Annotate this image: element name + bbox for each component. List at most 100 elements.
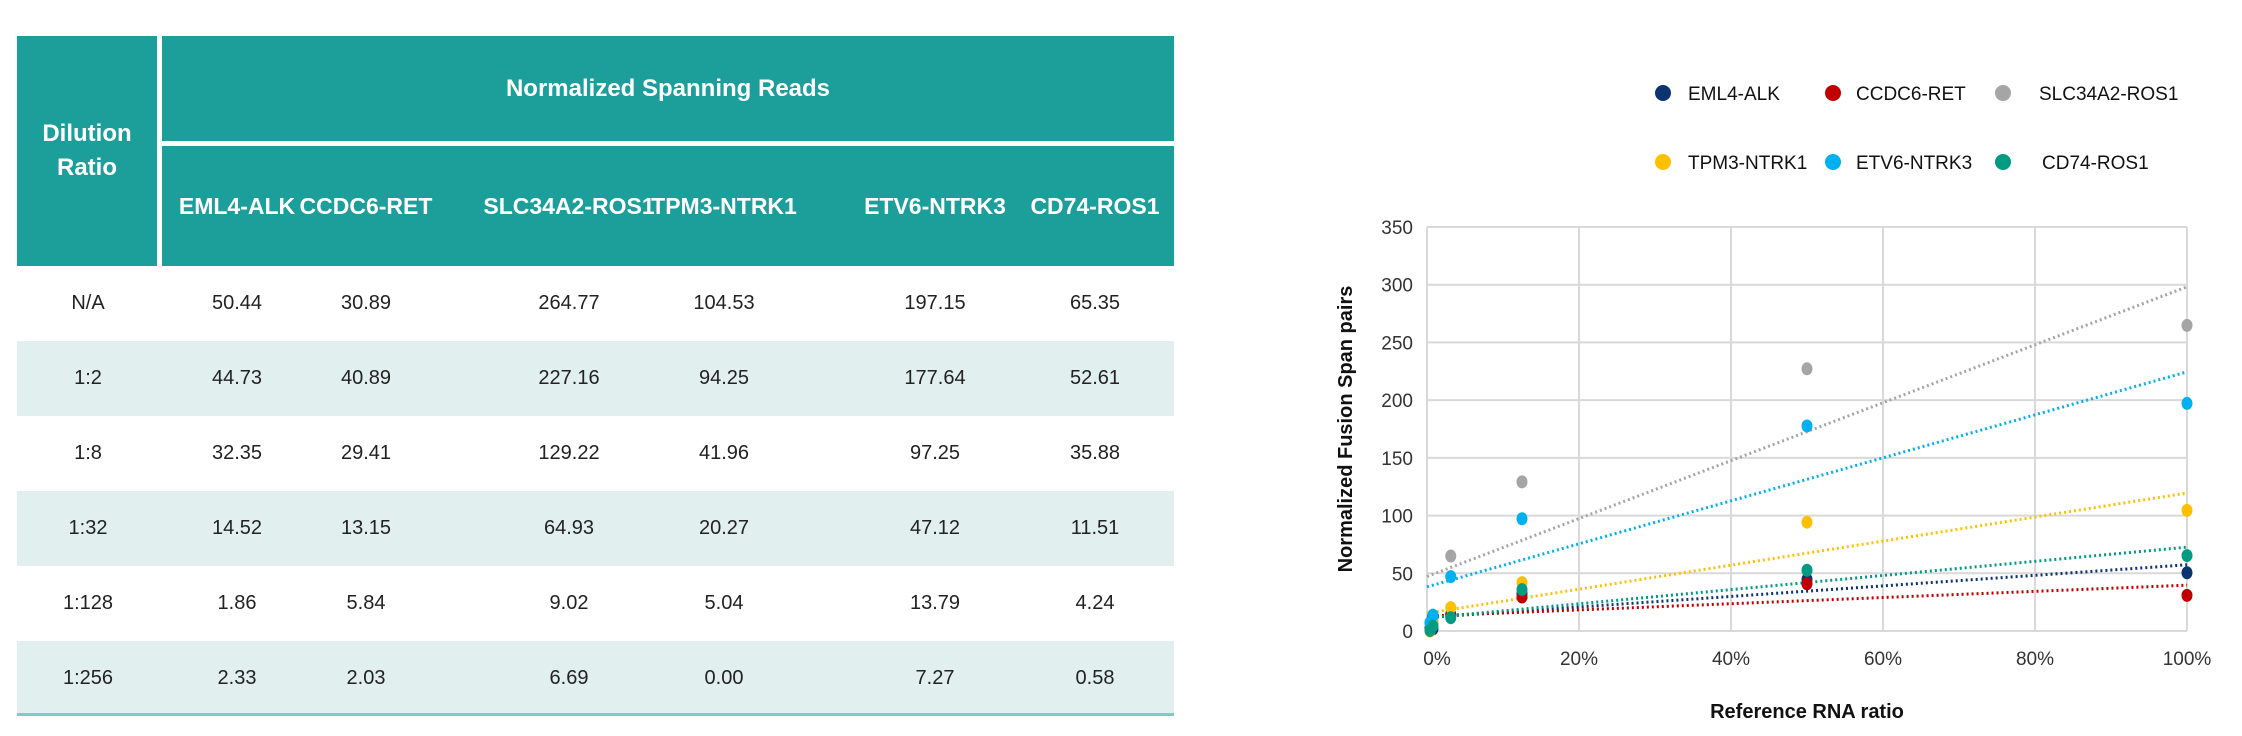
data-point-slc34a2-ros1 <box>2181 318 2193 332</box>
dilution-cell: 1:128 <box>62 592 114 614</box>
value-cell: 30.89 <box>340 292 392 314</box>
value-cell: 197.15 <box>904 292 966 314</box>
trendline-slc34a2-ros1 <box>1426 285 2188 578</box>
value-cell: 97.25 <box>909 442 961 464</box>
data-point-ccdc6-ret <box>1801 577 1813 591</box>
column-header: CCDC6-RET <box>299 192 433 219</box>
data-point-eml4-alk <box>1427 622 1439 636</box>
value-cell: 4.24 <box>1075 592 1115 614</box>
data-point-tpm3-ntrk1 <box>1424 624 1436 638</box>
x-tick-label: 80% <box>2016 649 2054 670</box>
x-tick-label: 0% <box>1423 649 1451 670</box>
y-tick-label: 50 <box>1392 564 1413 585</box>
data-point-ccdc6-ret <box>1427 617 1439 631</box>
value-cell: 264.77 <box>538 292 600 314</box>
legend-marker <box>1825 154 1841 170</box>
value-cell: 13.15 <box>340 517 392 539</box>
dilution-ratio-header: Dilution Ratio <box>17 36 157 266</box>
data-point-ccdc6-ret <box>1516 590 1528 604</box>
data-point-etv6-ntrk3 <box>1801 419 1813 433</box>
legend-label: CCDC6-RET <box>1856 84 1966 105</box>
table-row: N/A 50.44 30.89 264.77 104.53 197.15 65.35 <box>17 266 1174 341</box>
table-row: 1:2 44.73 40.89 227.16 94.25 177.64 52.61 <box>17 341 1174 416</box>
y-tick-label: 350 <box>1381 218 1413 239</box>
data-point-slc34a2-ros1 <box>1516 475 1528 489</box>
x-tick-label: 40% <box>1712 649 1750 670</box>
column-header: EML4-ALK <box>178 192 296 219</box>
value-cell: 40.89 <box>340 367 392 389</box>
column-header: SLC34A2-ROS1 <box>483 192 655 219</box>
dilution-cell: N/A <box>71 292 105 314</box>
trendline-cd74-ros1 <box>1426 545 2188 620</box>
dilution-cell: 1:2 <box>74 367 102 389</box>
data-point-etv6-ntrk3 <box>1445 570 1457 584</box>
y-tick-label: 150 <box>1381 449 1413 470</box>
data-point-eml4-alk <box>1801 572 1813 586</box>
data-point-tpm3-ntrk1 <box>1427 618 1439 632</box>
value-cell: 41.96 <box>698 442 750 464</box>
value-cell: 13.79 <box>909 592 961 614</box>
legend-label: SLC34A2-ROS1 <box>2039 84 2178 105</box>
column-header: TPM3-NTRK1 <box>651 192 797 219</box>
column-header: CD74-ROS1 <box>1030 192 1160 219</box>
value-cell: 94.25 <box>698 367 750 389</box>
data-point-ccdc6-ret <box>1445 609 1457 623</box>
trendline-ccdc6-ret <box>1426 583 2188 618</box>
trendline-eml4-alk <box>1426 563 2188 620</box>
data-point-ccdc6-ret <box>1424 622 1436 636</box>
legend-marker <box>1655 85 1671 101</box>
value-cell: 0.58 <box>1075 667 1115 689</box>
data-point-eml4-alk <box>1424 621 1436 635</box>
table-row: 1:256 2.33 2.03 6.69 0.00 7.27 0.58 <box>17 641 1174 716</box>
legend-label: TPM3-NTRK1 <box>1688 153 1807 174</box>
data-point-tpm3-ntrk1 <box>1516 576 1528 590</box>
group-header: Normalized Spanning Reads <box>162 36 1174 141</box>
dilution-cell: 1:32 <box>68 517 108 539</box>
data-point-cd74-ros1 <box>2181 549 2193 563</box>
y-tick-label: 300 <box>1381 276 1413 297</box>
trendline-etv6-ntrk3 <box>1426 370 2188 589</box>
value-cell: 52.61 <box>1069 367 1121 389</box>
column-header-bar <box>162 146 1174 266</box>
table-bottom-border <box>17 713 1174 716</box>
value-cell: 29.41 <box>340 442 392 464</box>
x-tick-label: 100% <box>2163 649 2212 670</box>
value-cell: 44.73 <box>211 367 263 389</box>
data-point-slc34a2-ros1 <box>1424 616 1436 630</box>
legend-marker <box>1995 154 2011 170</box>
x-tick-label: 20% <box>1560 649 1598 670</box>
data-point-cd74-ros1 <box>1445 611 1457 625</box>
value-cell: 47.12 <box>909 517 961 539</box>
legend-marker <box>1995 85 2011 101</box>
value-cell: 177.64 <box>904 367 966 389</box>
value-cell: 50.44 <box>211 292 263 314</box>
value-cell: 7.27 <box>915 667 955 689</box>
data-point-tpm3-ntrk1 <box>1801 515 1813 529</box>
legend-marker <box>1655 154 1671 170</box>
data-point-tpm3-ntrk1 <box>1445 601 1457 615</box>
data-point-etv6-ntrk3 <box>2181 396 2193 410</box>
value-cell: 0.00 <box>704 667 744 689</box>
value-cell: 2.33 <box>217 667 257 689</box>
y-tick-label: 100 <box>1381 507 1413 528</box>
data-point-ccdc6-ret <box>2181 588 2193 602</box>
value-cell: 32.35 <box>211 442 263 464</box>
legend-marker <box>1825 85 1841 101</box>
value-cell: 129.22 <box>538 442 600 464</box>
y-tick-label: 200 <box>1381 391 1413 412</box>
dilution-cell: 1:256 <box>62 667 114 689</box>
value-cell: 5.84 <box>346 592 386 614</box>
table-row: 1:32 14.52 13.15 64.93 20.27 47.12 11.51 <box>17 491 1174 566</box>
legend-label: CD74-ROS1 <box>2042 153 2149 174</box>
data-point-cd74-ros1 <box>1424 623 1436 637</box>
value-cell: 227.16 <box>538 367 600 389</box>
data-point-tpm3-ntrk1 <box>2181 503 2193 517</box>
value-cell: 65.35 <box>1069 292 1121 314</box>
table-row: 1:8 32.35 29.41 129.22 41.96 97.25 35.88 <box>17 416 1174 491</box>
dilution-cell: 1:8 <box>74 442 102 464</box>
data-point-eml4-alk <box>2181 566 2193 580</box>
data-point-cd74-ros1 <box>1427 619 1439 633</box>
data-point-slc34a2-ros1 <box>1801 362 1813 376</box>
y-axis-title: Normalized Fusion Span pairs <box>1335 286 1357 573</box>
trendline-tpm3-ntrk1 <box>1426 491 2188 615</box>
